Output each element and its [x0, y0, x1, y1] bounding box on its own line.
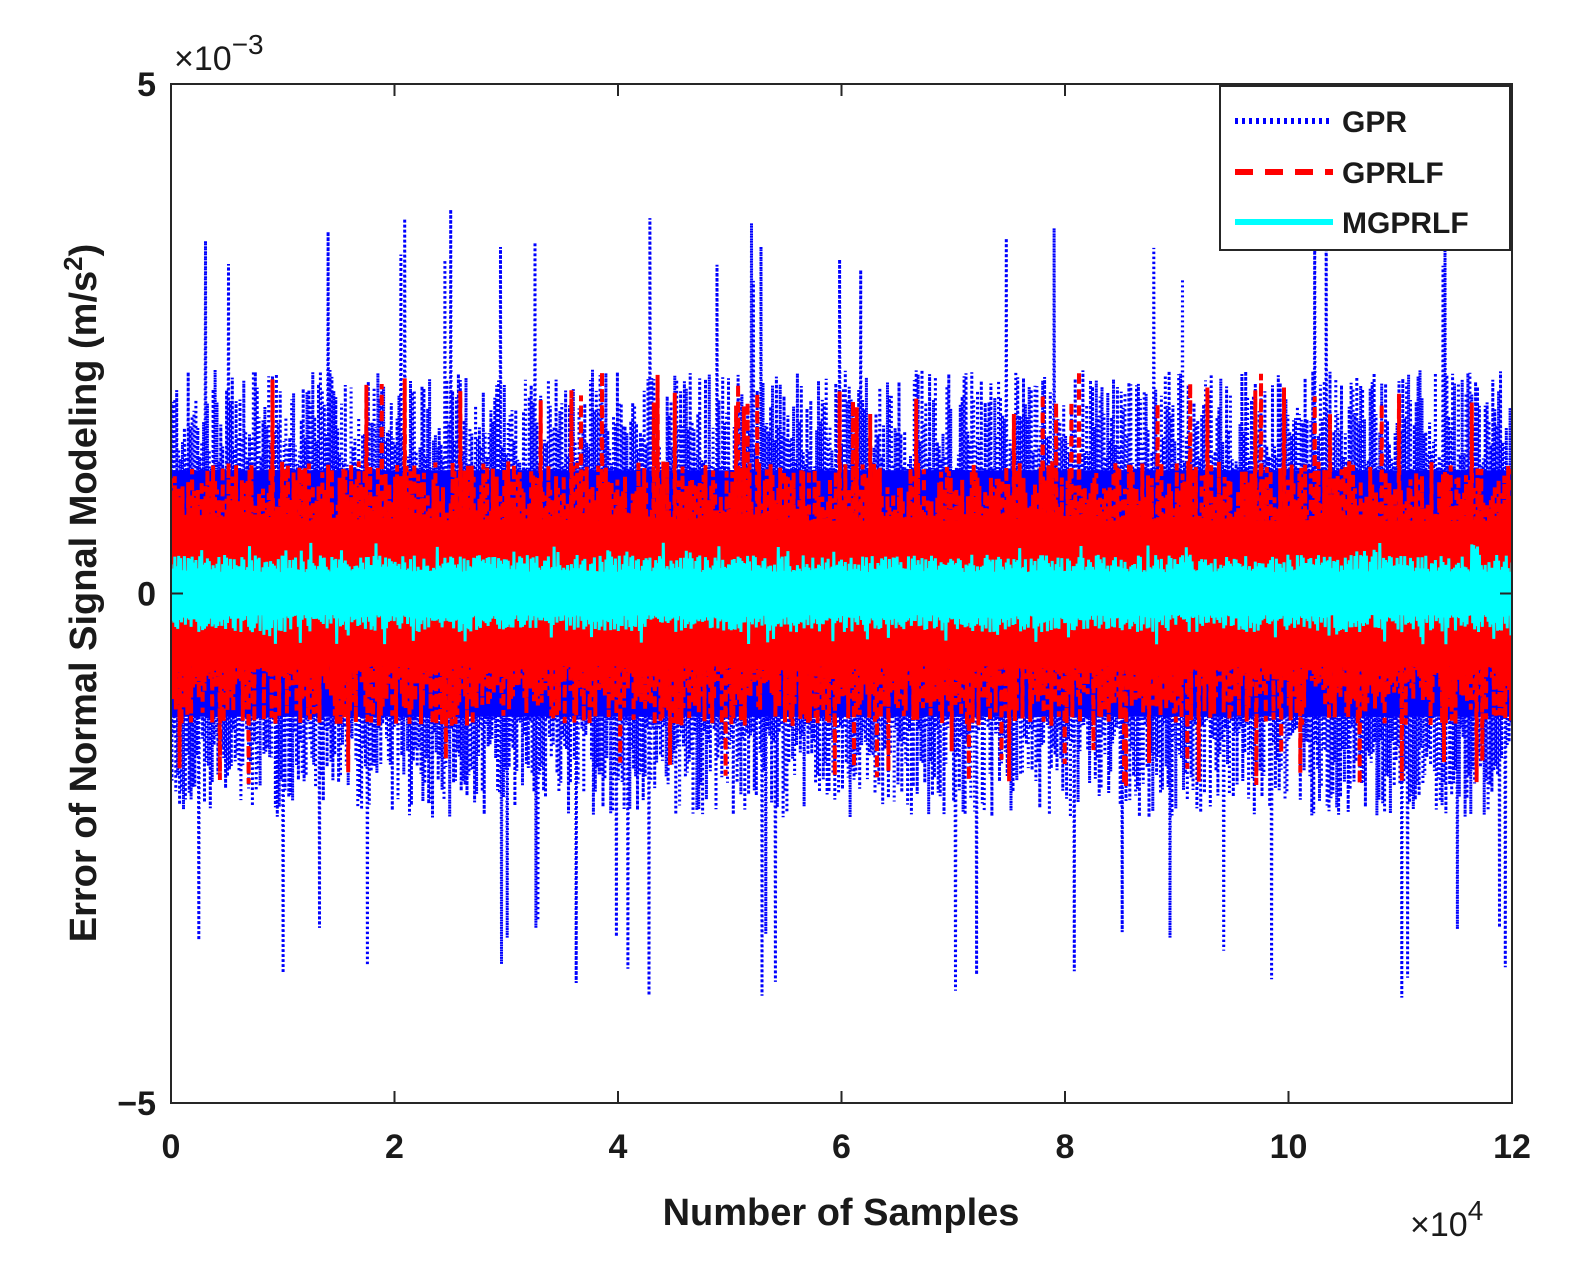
x-tick-label: 6 [832, 1128, 851, 1166]
x-tick-label: 12 [1493, 1128, 1531, 1166]
y-multiplier: ×10−3 [174, 29, 264, 78]
y-axis-label: Error of Normal Signal Modeling (m/s2) [58, 244, 105, 943]
y-tick-label: −5 [117, 1085, 156, 1123]
series-layer [171, 209, 1512, 998]
legend: GPR GPRLF MGPRLF [1219, 85, 1511, 251]
legend-label-mgprlf: MGPRLF [1342, 207, 1469, 240]
x-tick-label: 8 [1056, 1128, 1075, 1166]
y-tick-label: 0 [137, 576, 156, 614]
legend-label-gpr: GPR [1342, 106, 1407, 139]
x-multiplier: ×104 [1410, 1195, 1483, 1244]
x-axis-label: Number of Samples [663, 1192, 1020, 1234]
x-tick-label: 4 [609, 1128, 628, 1166]
series-mgprlf-band [171, 572, 1512, 615]
x-tick-label: 10 [1270, 1128, 1308, 1166]
legend-label-gprlf: GPRLF [1342, 157, 1444, 190]
x-tick-label: 0 [162, 1128, 181, 1166]
x-tick-label: 2 [385, 1128, 404, 1166]
y-tick-label: 5 [137, 66, 156, 104]
legend-box [1219, 85, 1511, 251]
tick-layer: 0 2 4 6 8 10 12−505 [117, 66, 1531, 1166]
